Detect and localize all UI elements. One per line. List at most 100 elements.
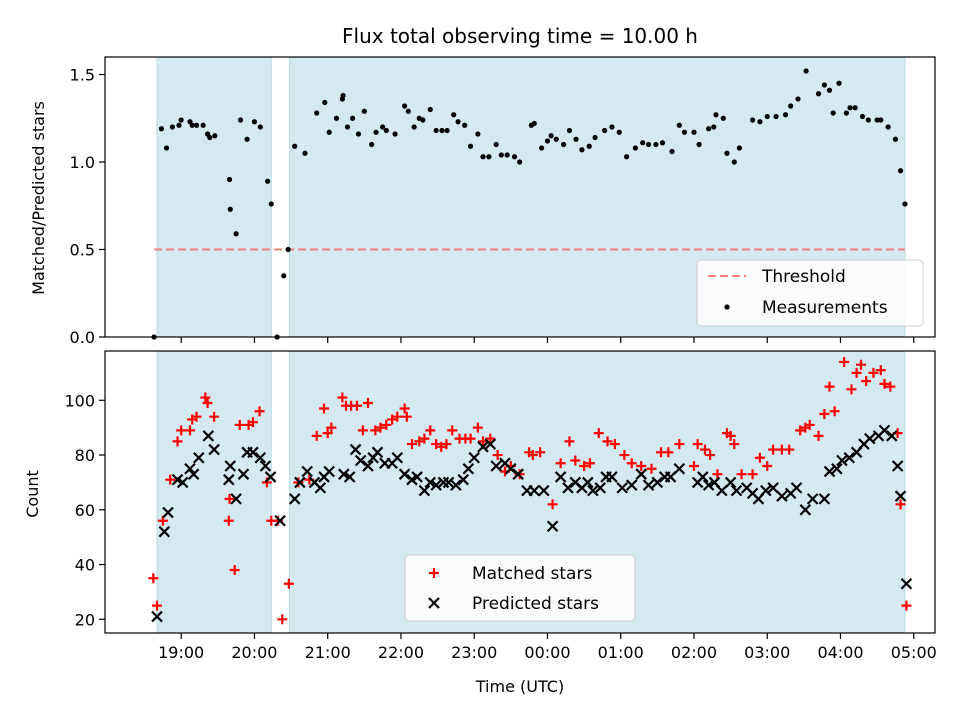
data-point [361, 108, 367, 114]
data-point-matched [157, 515, 168, 526]
data-point [566, 127, 573, 134]
data-point [326, 129, 332, 135]
x-tick-label: 00:00 [524, 643, 570, 662]
y-tick-label: 0.0 [70, 328, 95, 347]
data-point [897, 168, 904, 174]
data-point [455, 119, 461, 125]
data-point-matched [254, 406, 265, 417]
data-point-matched [527, 450, 538, 461]
data-point-matched [747, 469, 758, 480]
bottom-panel: 20 40 60 80 100 19:00 20:00 21:00 22:00 23:00 00:0… [23, 350, 937, 696]
data-point-predicted [354, 454, 367, 467]
data-point [852, 105, 858, 111]
data-point [344, 124, 351, 130]
data-point-predicted [587, 484, 599, 497]
data-point-predicted [818, 493, 831, 505]
x-tick-label: 04:00 [817, 643, 863, 662]
data-point [189, 122, 195, 128]
data-point [420, 117, 426, 123]
data-point-matched [447, 425, 458, 436]
data-point-matched [414, 436, 425, 447]
data-point-predicted [338, 468, 350, 480]
data-point-predicted [202, 430, 215, 442]
data-point [669, 148, 675, 155]
data-point-matched [425, 425, 436, 436]
data-point [444, 127, 450, 134]
data-point-matched [223, 515, 234, 526]
data-point-predicted [831, 462, 843, 475]
data-point [795, 96, 801, 102]
y-tick-label: 60 [75, 501, 95, 520]
data-point-matched [465, 433, 476, 444]
data-point-matched [663, 447, 674, 458]
data-point [616, 129, 622, 135]
data-point-matched [436, 441, 447, 452]
legend-predicted-label: Predicted stars [472, 594, 599, 614]
data-point-matched [856, 359, 867, 370]
data-point-matched [879, 378, 890, 389]
data-point-predicted [468, 451, 480, 464]
x-tick-label: 23:00 [451, 643, 497, 662]
x-tick-label: 20:00 [231, 643, 277, 662]
data-point-predicted [264, 471, 277, 483]
data-point-matched [564, 436, 575, 447]
data-point-predicted [430, 479, 442, 491]
data-point-predicted [391, 451, 404, 464]
data-point-matched [381, 419, 392, 430]
x-tick-label: 21:00 [305, 643, 351, 662]
y-tick-label: 80 [75, 446, 95, 465]
data-point-matched [819, 408, 830, 419]
data-point-matched [736, 469, 747, 480]
x-tick-label: 05:00 [891, 643, 937, 662]
data-point-matched [152, 600, 163, 611]
data-point [865, 117, 871, 123]
data-point [451, 112, 457, 118]
bottom-y-axis-label: Count [23, 470, 42, 518]
data-point-predicted [418, 484, 431, 497]
data-point [302, 150, 308, 156]
data-point-matched [813, 430, 824, 441]
data-point [843, 110, 849, 116]
data-point-matched [234, 419, 245, 430]
x-axis-label: Time (UTC) [475, 677, 564, 696]
data-point-predicted [702, 479, 715, 491]
data-point [803, 68, 809, 74]
data-point [517, 159, 523, 165]
data-point-predicted [594, 482, 606, 494]
data-point-matched [322, 428, 333, 439]
data-point-matched [406, 439, 417, 450]
data-point-predicted [767, 482, 779, 494]
data-point-matched [535, 447, 546, 458]
data-point-predicted [878, 424, 891, 437]
data-point [579, 147, 585, 153]
data-point-matched [165, 474, 176, 485]
data-point-predicted [891, 460, 904, 472]
data-point-matched [485, 433, 496, 444]
data-point [169, 124, 175, 130]
data-point-matched [283, 578, 294, 589]
y-tick-label: 0.5 [70, 241, 95, 260]
y-tick-label: 1.0 [70, 153, 95, 172]
data-point [736, 145, 743, 151]
data-point [586, 143, 592, 149]
data-point [193, 122, 200, 128]
data-point [632, 145, 638, 151]
data-point-matched [357, 425, 368, 436]
data-point [333, 115, 340, 121]
legend-box [404, 554, 636, 622]
data-point-predicted [836, 454, 848, 467]
data-point [355, 131, 362, 137]
data-point [592, 134, 598, 141]
data-point-matched [184, 425, 195, 436]
data-point [724, 150, 730, 156]
data-point-matched [277, 614, 288, 625]
data-point-matched [441, 439, 452, 450]
data-point-matched [636, 460, 647, 471]
data-point-matched [839, 356, 850, 367]
y-tick-label: 100 [64, 391, 95, 410]
data-point [285, 246, 291, 253]
legend-bottom: Matched stars Predicted stars [404, 554, 636, 622]
data-point [383, 127, 389, 134]
top-y-axis-label: Matched/Predicted stars [29, 101, 48, 295]
